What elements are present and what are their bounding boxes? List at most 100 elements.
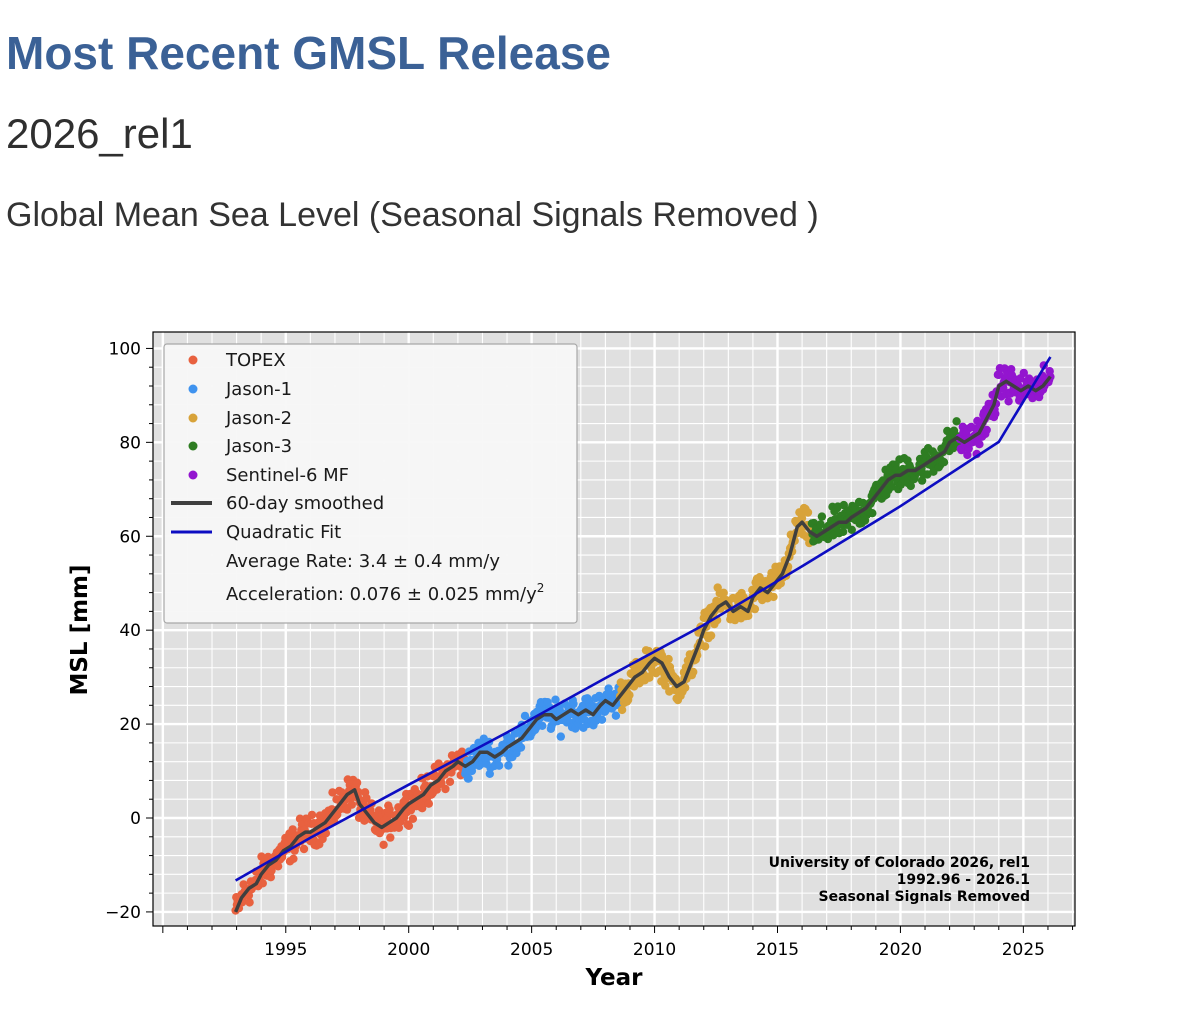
page-title: Most Recent GMSL Release bbox=[6, 27, 612, 79]
point-jason2 bbox=[661, 681, 670, 690]
point-topex bbox=[385, 805, 394, 814]
legend-marker-jason3 bbox=[188, 441, 198, 451]
point-jason3 bbox=[838, 527, 848, 536]
legend-label-fit: Quadratic Fit bbox=[226, 522, 341, 543]
point-topex bbox=[288, 825, 297, 834]
point-jason2 bbox=[706, 631, 716, 640]
x-tick-label: 2020 bbox=[879, 940, 922, 960]
legend-marker-jason2 bbox=[188, 413, 198, 423]
chart-subtitle: Global Mean Sea Level (Seasonal Signals … bbox=[6, 196, 819, 234]
point-jason2 bbox=[803, 508, 813, 517]
y-tick-label: 20 bbox=[119, 715, 141, 735]
point-topex bbox=[307, 810, 317, 820]
point-jason1 bbox=[520, 711, 530, 721]
point-jason3 bbox=[847, 525, 856, 534]
x-tick-label: 2025 bbox=[1002, 940, 1045, 960]
point-sentinel bbox=[1019, 368, 1028, 378]
point-jason3 bbox=[816, 520, 825, 529]
point-jason2 bbox=[719, 588, 728, 597]
point-jason3 bbox=[939, 458, 949, 467]
point-jason1 bbox=[494, 761, 504, 770]
point-topex bbox=[289, 854, 298, 863]
point-jason3 bbox=[952, 417, 961, 426]
point-topex bbox=[386, 833, 395, 842]
point-jason2 bbox=[617, 705, 627, 715]
point-jason1 bbox=[464, 774, 473, 783]
point-sentinel bbox=[963, 450, 972, 460]
point-topex bbox=[328, 788, 337, 797]
quadratic-fit-line bbox=[234, 356, 1052, 882]
y-axis-ticks: −20 0 20 40 60 80 100 bbox=[105, 339, 153, 923]
point-jason1 bbox=[504, 761, 513, 770]
point-topex bbox=[404, 821, 414, 830]
point-sentinel bbox=[991, 409, 1000, 418]
y-tick-label: 100 bbox=[109, 339, 141, 359]
x-axis-ticks: 1995 2000 2005 2010 2015 2020 2025 bbox=[162, 926, 1074, 960]
point-topex bbox=[266, 873, 275, 882]
y-tick-label: 0 bbox=[130, 809, 141, 829]
point-jason3 bbox=[817, 512, 827, 521]
x-tick-label: 2015 bbox=[756, 940, 799, 960]
annotation-line-2: 1992.96 - 2026.1 bbox=[897, 872, 1030, 888]
y-tick-label: 40 bbox=[119, 621, 141, 641]
x-tick-label: 2010 bbox=[633, 940, 676, 960]
legend-acceleration-text: Acceleration: 0.076 ± 0.025 mm/y bbox=[226, 584, 537, 605]
point-jason1 bbox=[597, 715, 607, 724]
point-jason1 bbox=[538, 721, 547, 730]
point-jason1 bbox=[551, 695, 560, 704]
point-jason2 bbox=[769, 592, 778, 602]
plot-frame bbox=[152, 331, 1076, 927]
point-jason3 bbox=[917, 476, 927, 485]
point-topex bbox=[408, 814, 418, 823]
point-topex bbox=[299, 844, 309, 854]
point-jason1 bbox=[569, 699, 578, 709]
point-topex bbox=[441, 784, 450, 794]
point-topex bbox=[352, 778, 362, 787]
x-axis-label: Year bbox=[584, 965, 643, 991]
y-axis-label: MSL [mm] bbox=[67, 564, 93, 695]
legend-acceleration: Acceleration: 0.076 ± 0.025 mm/y2 bbox=[226, 581, 544, 605]
release-label: 2026_rel1 bbox=[6, 110, 193, 157]
point-jason1 bbox=[605, 689, 614, 699]
legend-label-jason2: Jason-2 bbox=[225, 408, 292, 429]
point-topex bbox=[379, 840, 388, 849]
legend-box bbox=[163, 343, 578, 624]
point-jason3 bbox=[868, 509, 877, 518]
legend-label-sentinel: Sentinel-6 MF bbox=[226, 465, 349, 486]
point-jason2 bbox=[681, 683, 690, 692]
point-jason1 bbox=[516, 743, 526, 752]
point-jason2 bbox=[797, 513, 807, 523]
point-jason1 bbox=[611, 711, 621, 720]
point-jason2 bbox=[700, 642, 710, 651]
point-topex bbox=[424, 799, 433, 808]
legend-marker-topex bbox=[188, 355, 198, 365]
point-jason2 bbox=[664, 654, 673, 664]
legend-label-jason3: Jason-3 bbox=[225, 436, 292, 457]
point-jason2 bbox=[750, 604, 760, 614]
point-topex bbox=[362, 793, 371, 803]
x-tick-label: 2000 bbox=[387, 940, 430, 960]
point-topex bbox=[273, 862, 283, 871]
annotation-line-1: University of Colorado 2026, rel1 bbox=[769, 855, 1030, 871]
point-jason2 bbox=[744, 611, 753, 620]
legend-label-jason1: Jason-1 bbox=[225, 379, 292, 400]
x-tick-label: 1995 bbox=[264, 940, 307, 960]
point-topex bbox=[245, 898, 254, 907]
legend-marker-sentinel bbox=[188, 470, 198, 480]
point-sentinel bbox=[1004, 397, 1013, 406]
legend: TOPEX Jason-1 Jason-2 Jason-3 Sentinel-6… bbox=[163, 343, 578, 624]
x-tick-label: 2005 bbox=[510, 940, 553, 960]
point-jason3 bbox=[906, 481, 915, 491]
legend-average-rate: Average Rate: 3.4 ± 0.4 mm/y bbox=[226, 551, 500, 572]
point-topex bbox=[347, 800, 356, 809]
point-topex bbox=[445, 777, 455, 786]
point-jason1 bbox=[556, 732, 565, 741]
legend-label-topex: TOPEX bbox=[225, 350, 286, 371]
source-annotation: University of Colorado 2026, rel1 1992.9… bbox=[769, 855, 1030, 905]
point-jason3 bbox=[887, 482, 896, 491]
point-sentinel bbox=[975, 440, 984, 449]
gmsl-chart: 1995 2000 2005 2010 2015 2020 2025 −20 0 20 40 60 8… bbox=[67, 331, 1076, 991]
point-topex bbox=[258, 879, 267, 888]
annotation-line-3: Seasonal Signals Removed bbox=[818, 889, 1030, 905]
legend-acceleration-exponent: 2 bbox=[537, 581, 545, 595]
